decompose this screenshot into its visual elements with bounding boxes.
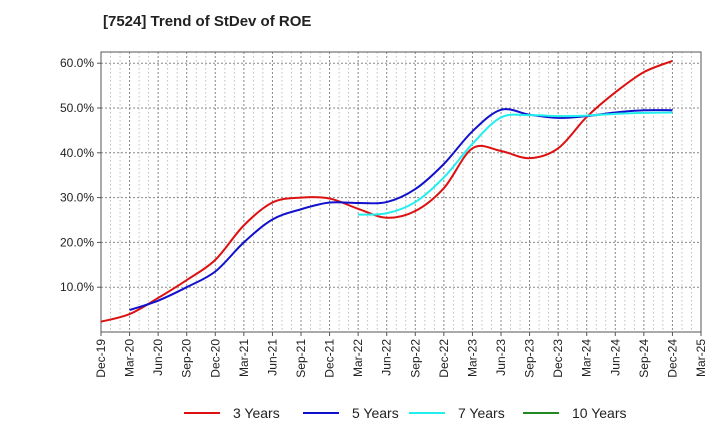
legend-label: 10 Years (572, 405, 627, 421)
x-tick-label: Dec-19 (94, 339, 108, 378)
y-tick-label: 40.0% (60, 146, 94, 160)
x-tick-label: Jun-22 (380, 339, 394, 376)
x-tick-label: Sep-23 (523, 339, 537, 378)
x-tick-label: Mar-20 (123, 339, 137, 377)
x-tick-label: Dec-20 (208, 339, 222, 378)
y-tick-label: 50.0% (60, 101, 94, 115)
x-tick-label: Sep-20 (180, 339, 194, 378)
x-tick-label: Mar-25 (694, 339, 708, 377)
legend-swatch (409, 412, 445, 414)
legend-swatch (523, 412, 559, 414)
x-tick-label: Mar-21 (237, 339, 251, 377)
x-tick-label: Mar-22 (351, 339, 365, 377)
plot-frame (100, 51, 702, 333)
chart-title: [7524] Trend of StDev of ROE (103, 13, 312, 30)
legend-swatch (184, 412, 220, 414)
legend-label: 3 Years (233, 405, 280, 421)
x-tick-label: Sep-24 (637, 339, 651, 378)
x-tick-label: Dec-23 (551, 339, 565, 378)
legend: 3 Years 5 Years 7 Years 10 Years (0, 405, 720, 425)
x-tick-label: Jun-21 (265, 339, 279, 376)
x-tick-label: Sep-21 (294, 339, 308, 378)
y-tick-label: 30.0% (60, 191, 94, 205)
series-line-3-years (100, 60, 673, 323)
x-tick-label: Mar-24 (580, 339, 594, 377)
legend-item-3-years: 3 Years (184, 405, 280, 421)
x-tick-label: Mar-23 (465, 339, 479, 377)
legend-swatch (303, 412, 339, 414)
legend-item-5-years: 5 Years (303, 405, 399, 421)
x-tick-label: Dec-21 (323, 339, 337, 378)
tick-labels: 10.0% 20.0% 30.0% 40.0% 50.0% 60.0% Dec-19 Mar-… (60, 56, 708, 378)
x-tick-label: Jun-20 (151, 339, 165, 376)
y-tick-label: 20.0% (60, 235, 94, 249)
series-line-7-years (358, 111, 673, 216)
legend-item-10-years: 10 Years (523, 405, 627, 421)
y-tick-label: 60.0% (60, 56, 94, 70)
legend-item-7-years: 7 Years (409, 405, 505, 421)
grid-lines (100, 52, 702, 332)
x-tick-label: Sep-22 (408, 339, 422, 378)
legend-label: 7 Years (458, 405, 505, 421)
x-tick-label: Dec-22 (437, 339, 451, 378)
axes (97, 51, 702, 336)
legend-label: 5 Years (352, 405, 399, 421)
x-tick-label: Dec-24 (665, 339, 679, 378)
x-tick-label: Jun-24 (608, 339, 622, 376)
y-tick-label: 10.0% (60, 280, 94, 294)
x-tick-label: Jun-23 (494, 339, 508, 376)
series-lines (100, 60, 673, 323)
